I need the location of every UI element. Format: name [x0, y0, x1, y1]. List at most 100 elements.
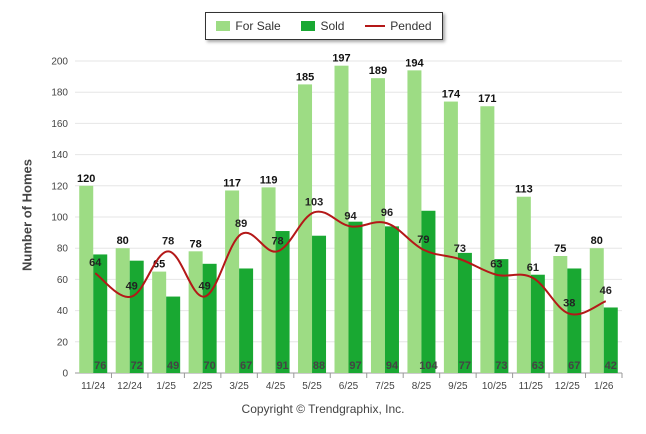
data-label-sold: 94: [386, 360, 399, 372]
data-label-for-sale: 120: [77, 173, 95, 185]
legend-item-for-sale[interactable]: For Sale: [216, 19, 281, 33]
y-tick-label: 120: [51, 181, 68, 192]
bar-for-sale: [79, 185, 94, 373]
data-label-pended: 49: [126, 281, 138, 293]
y-tick-label: 80: [57, 244, 69, 255]
line-pended: [94, 210, 607, 316]
x-tick-label: 1/26: [594, 381, 614, 392]
legend-label-pended: Pended: [390, 19, 432, 33]
data-label-sold: 67: [568, 360, 580, 372]
legend-item-pended[interactable]: Pended: [365, 19, 432, 33]
bar-for-sale: [188, 251, 203, 373]
bar-sold: [348, 221, 363, 373]
data-label-pended: 64: [89, 257, 102, 269]
bar-sold: [494, 259, 509, 373]
y-tick-label: 40: [57, 306, 69, 317]
copyright: Copyright © Trendgraphix, Inc.: [241, 402, 405, 416]
bar-for-sale: [115, 248, 130, 373]
data-label-pended: 78: [271, 235, 283, 247]
bar-sold: [567, 268, 582, 373]
bar-for-sale: [152, 271, 167, 373]
bar-for-sale: [334, 65, 349, 374]
bar-sold: [275, 231, 290, 373]
data-label-pended: 103: [305, 196, 323, 208]
legend-label-sold: Sold: [320, 19, 345, 33]
data-label-sold: 91: [276, 360, 288, 372]
x-tick-label: 4/25: [266, 381, 286, 392]
bar-sold: [312, 235, 327, 373]
x-tick-label: 8/25: [412, 381, 432, 392]
bar-for-sale: [298, 84, 313, 374]
bar-sold: [239, 268, 254, 373]
data-label-sold: 42: [605, 360, 617, 372]
y-tick-label: 60: [57, 275, 69, 286]
data-label-pended: 94: [344, 210, 357, 222]
data-label-for-sale: 75: [554, 243, 566, 255]
data-label-for-sale: 78: [190, 238, 202, 250]
x-tick-label: 11/25: [519, 381, 544, 392]
bar-for-sale: [516, 196, 531, 373]
for-sale-swatch: [216, 21, 231, 31]
data-label-pended: 38: [563, 298, 575, 310]
bar-for-sale: [407, 70, 422, 374]
x-tick-label: 10/25: [482, 381, 507, 392]
data-label-pended: 63: [490, 259, 502, 271]
data-label-pended: 61: [527, 262, 539, 274]
data-label-sold: 67: [240, 360, 252, 372]
data-label-pended: 79: [417, 234, 429, 246]
data-label-for-sale: 185: [296, 71, 314, 83]
legend: For Sale Sold Pended: [205, 12, 443, 40]
y-tick-label: 100: [51, 213, 68, 224]
data-label-sold: 104: [419, 360, 438, 372]
x-tick-label: 12/24: [117, 381, 142, 392]
x-tick-label: 6/25: [339, 381, 359, 392]
legend-label-for-sale: For Sale: [235, 19, 281, 33]
y-tick-label: 140: [51, 150, 68, 161]
data-label-sold: 77: [459, 360, 471, 372]
data-label-sold: 72: [131, 360, 143, 372]
data-label-for-sale: 174: [442, 89, 461, 101]
data-label-for-sale: 119: [260, 174, 278, 186]
bar-sold: [530, 274, 545, 373]
x-tick-label: 5/25: [302, 381, 322, 392]
data-label-pended: 73: [454, 243, 466, 255]
y-tick-label: 20: [57, 337, 69, 348]
data-label-sold: 49: [167, 360, 179, 372]
data-label-pended: 78: [162, 235, 174, 247]
data-label-pended: 46: [600, 285, 612, 297]
y-tick-label: 160: [51, 119, 68, 130]
data-label-for-sale: 80: [117, 235, 129, 247]
bar-sold: [129, 260, 144, 373]
bar-sold: [93, 254, 108, 373]
data-label-for-sale: 171: [478, 93, 496, 105]
x-tick-label: 1/25: [156, 381, 176, 392]
data-label-sold: 63: [532, 360, 544, 372]
data-label-for-sale: 117: [223, 177, 241, 189]
legend-item-sold[interactable]: Sold: [301, 19, 344, 33]
bar-for-sale: [261, 187, 276, 373]
bar-for-sale: [225, 190, 240, 373]
data-label-for-sale: 189: [369, 65, 387, 77]
data-label-for-sale: 113: [515, 184, 533, 196]
data-label-for-sale: 194: [405, 57, 424, 69]
bar-for-sale: [443, 101, 458, 373]
x-tick-label: 2/25: [193, 381, 213, 392]
data-label-sold: 70: [204, 360, 216, 372]
bar-sold: [166, 296, 181, 373]
bar-for-sale: [553, 256, 568, 373]
bar-for-sale: [480, 106, 495, 374]
pended-swatch: [365, 25, 386, 27]
sold-swatch: [301, 21, 316, 31]
x-tick-label: 11/24: [81, 381, 106, 392]
bar-sold: [384, 226, 399, 373]
bar-sold: [457, 252, 472, 373]
y-tick-label: 180: [51, 88, 68, 99]
bar-sold: [202, 263, 217, 373]
data-label-pended: 96: [381, 207, 393, 219]
x-tick-label: 3/25: [229, 381, 249, 392]
data-label-for-sale: 80: [591, 235, 603, 247]
bar-sold: [603, 307, 618, 373]
data-label-sold: 88: [313, 360, 325, 372]
x-tick-label: 12/25: [555, 381, 580, 392]
